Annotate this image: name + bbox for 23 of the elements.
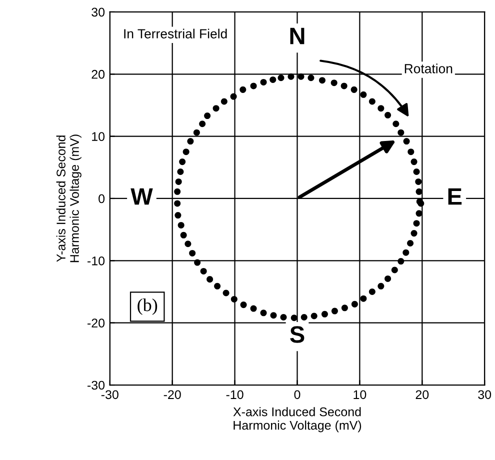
x-tick-label: 0 (294, 390, 300, 400)
annotation: S (290, 326, 304, 343)
y-tick-label: 20 (92, 70, 105, 79)
annotation: N (290, 28, 304, 44)
x-tick-label: 10 (354, 390, 366, 400)
x-tick-label: -10 (226, 390, 244, 400)
y-tick-label: 10 (92, 132, 105, 141)
y-tick-label: -10 (88, 256, 105, 266)
annotation: W (130, 188, 153, 205)
annotation: In Terrestrial Field (124, 28, 227, 38)
annotation: (b) (138, 298, 158, 315)
x-tick-label: 20 (416, 390, 429, 400)
y-tick-label: 30 (92, 8, 105, 17)
annotation: Rotation (404, 64, 452, 74)
x-axis-title: X-axis Induced Second Harmonic Voltage (mV) (233, 407, 362, 432)
y-tick-label: 0 (98, 194, 105, 204)
x-tick-label: -30 (101, 390, 118, 400)
x-tick-label: -20 (164, 390, 181, 400)
y-tick-label: -30 (88, 380, 105, 390)
x-tick-label: 30 (478, 390, 492, 400)
annotation: E (448, 188, 462, 205)
y-tick-label: -20 (88, 318, 105, 328)
y-axis-title: Y-axis Induced Second Harmonic Voltage (mV) (56, 134, 82, 262)
